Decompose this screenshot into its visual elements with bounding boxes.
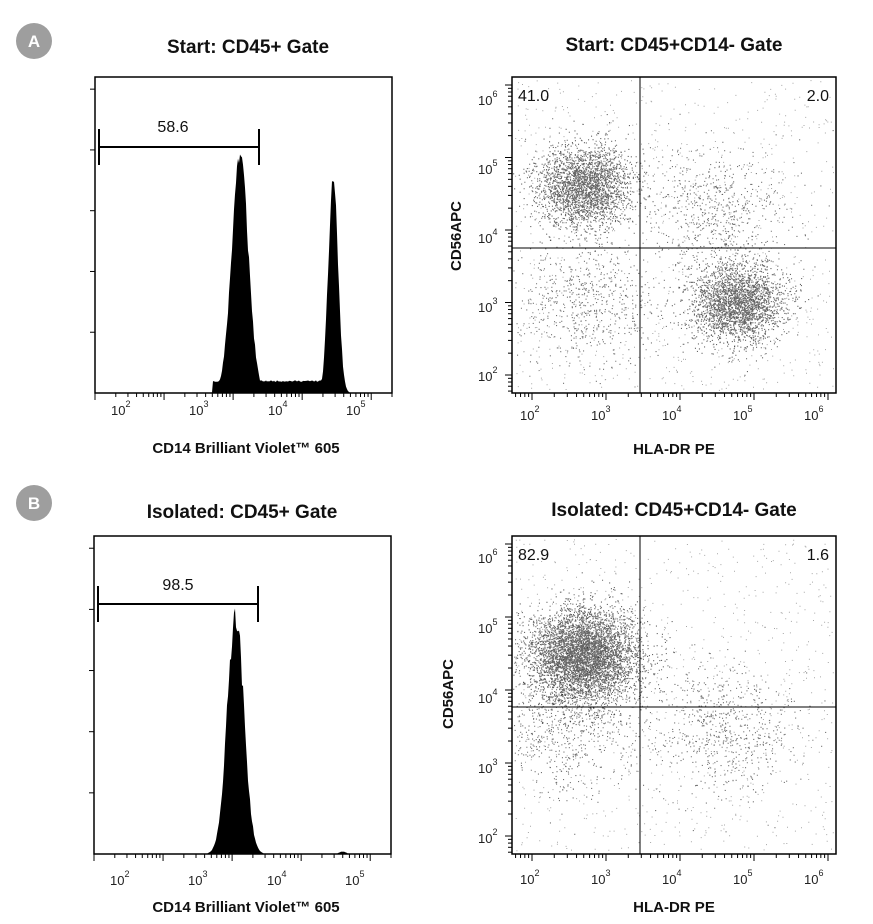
scatter-b-y-tick-label: 106	[478, 547, 497, 566]
scatter-a-x-tick-label: 105	[733, 404, 752, 423]
histogram-a: Start: CD45+ Gate 58.6 102 103 104 105 C…	[90, 37, 393, 457]
histogram-b: Isolated: CD45+ Gate 98.5 102 103 104 10…	[89, 502, 392, 916]
histogram-a-frame	[94, 76, 393, 394]
scatter-b-x-tick-labels: 102 103 104 105 106	[520, 868, 823, 887]
scatter-cluster	[608, 113, 834, 319]
scatter-a-x-tick-label: 104	[662, 404, 681, 423]
scatter-a-title: Start: CD45+CD14- Gate	[566, 35, 783, 56]
histogram-a-tick-marks	[90, 88, 393, 400]
scatter-cluster	[514, 641, 693, 835]
histogram-b-gate	[97, 586, 259, 622]
scatter-a-upper-right-value: 2.0	[807, 88, 829, 105]
scatter-a-x-tick-label: 106	[804, 404, 823, 423]
scatter-background-noise	[515, 80, 834, 391]
histogram-a-x-tick-label: 105	[346, 399, 365, 418]
histogram-a-x-tick-labels: 102 103 104 105	[111, 399, 365, 418]
scatter-b-upper-left-value: 82.9	[518, 547, 549, 564]
scatter-a-x-tick-labels: 102 103 104 105 106	[520, 404, 823, 423]
scatter-a-x-tick-label: 103	[591, 404, 610, 423]
histogram-b-x-tick-label: 104	[267, 869, 286, 888]
scatter-a-y-tick-label: 103	[478, 296, 497, 315]
scatter-cluster	[621, 626, 827, 833]
scatter-b-y-tick-labels: 106 105 104 103 102	[478, 547, 497, 846]
histogram-a-gate-label: 58.6	[157, 119, 188, 136]
scatter-b-x-tick-label: 106	[804, 868, 823, 887]
scatter-a-y-tick-label: 106	[478, 89, 497, 108]
histogram-a-x-tick-label: 102	[111, 399, 130, 418]
scatter-b-y-tick-label: 105	[478, 617, 497, 636]
scatter-b-x-tick-label: 102	[520, 868, 539, 887]
panel-a: A Start: CD45+ Gate 58.6 102 103 104 105…	[16, 23, 837, 458]
histogram-b-gate-label: 98.5	[162, 577, 193, 594]
badge-b-label: B	[28, 494, 40, 513]
scatter-b-y-tick-label: 103	[478, 757, 497, 776]
histogram-b-title: Isolated: CD45+ Gate	[147, 502, 338, 523]
scatter-b-y-tick-label: 104	[478, 687, 497, 706]
scatter-a-points	[513, 80, 834, 391]
histogram-b-x-label: CD14 Brilliant Violet™ 605	[152, 899, 339, 916]
scatter-b-x-tick-label: 105	[733, 868, 752, 887]
scatter-b-title: Isolated: CD45+CD14- Gate	[551, 500, 797, 521]
scatter-a-tick-marks	[505, 84, 829, 400]
scatter-a-x-label: HLA-DR PE	[633, 441, 715, 458]
histogram-b-area	[94, 608, 391, 854]
scatter-a-y-tick-label: 105	[478, 158, 497, 177]
histogram-b-tick-marks	[89, 547, 392, 861]
scatter-b: Isolated: CD45+CD14- Gate 82.9 1.6 106 1…	[440, 500, 837, 916]
scatter-cluster	[513, 200, 686, 385]
scatter-b-upper-right-value: 1.6	[807, 547, 829, 564]
badge-b	[16, 485, 52, 521]
scatter-b-x-label: HLA-DR PE	[633, 899, 715, 916]
histogram-b-x-tick-labels: 102 103 104 105	[110, 869, 364, 888]
scatter-b-x-tick-label: 104	[662, 868, 681, 887]
histogram-a-x-label: CD14 Brilliant Violet™ 605	[152, 440, 339, 457]
scatter-b-tick-marks	[505, 543, 829, 861]
panel-b: B Isolated: CD45+ Gate 98.5 102 103 104 …	[16, 485, 837, 916]
histogram-b-x-tick-label: 102	[110, 869, 129, 888]
scatter-a-x-tick-label: 102	[520, 404, 539, 423]
scatter-background-noise	[515, 539, 834, 852]
histogram-b-x-tick-label: 105	[345, 869, 364, 888]
badge-a	[16, 23, 52, 59]
histogram-a-area	[95, 154, 392, 393]
scatter-b-y-label: CD56APC	[440, 659, 457, 729]
scatter-a-frame	[511, 76, 837, 394]
scatter-b-points	[513, 539, 834, 852]
badge-a-label: A	[28, 32, 40, 51]
scatter-b-x-tick-label: 103	[591, 868, 610, 887]
scatter-a-y-tick-label: 104	[478, 227, 497, 246]
scatter-b-frame	[511, 535, 837, 855]
scatter-a-upper-left-value: 41.0	[518, 88, 549, 105]
histogram-a-x-tick-label: 104	[268, 399, 287, 418]
scatter-a-y-label: CD56APC	[448, 201, 465, 271]
histogram-b-x-tick-label: 103	[188, 869, 207, 888]
scatter-a-y-tick-label: 102	[478, 365, 497, 384]
scatter-cluster	[513, 114, 657, 254]
scatter-b-y-tick-label: 102	[478, 827, 497, 846]
histogram-a-x-tick-label: 103	[189, 399, 208, 418]
scatter-cluster	[513, 572, 675, 740]
scatter-a-y-tick-labels: 106 105 104 103 102	[478, 89, 497, 384]
scatter-a: Start: CD45+CD14- Gate 41.0 2.0 106 105 …	[448, 35, 837, 458]
histogram-b-frame	[93, 535, 392, 855]
histogram-a-title: Start: CD45+ Gate	[167, 37, 329, 58]
histogram-a-gate	[98, 129, 260, 165]
